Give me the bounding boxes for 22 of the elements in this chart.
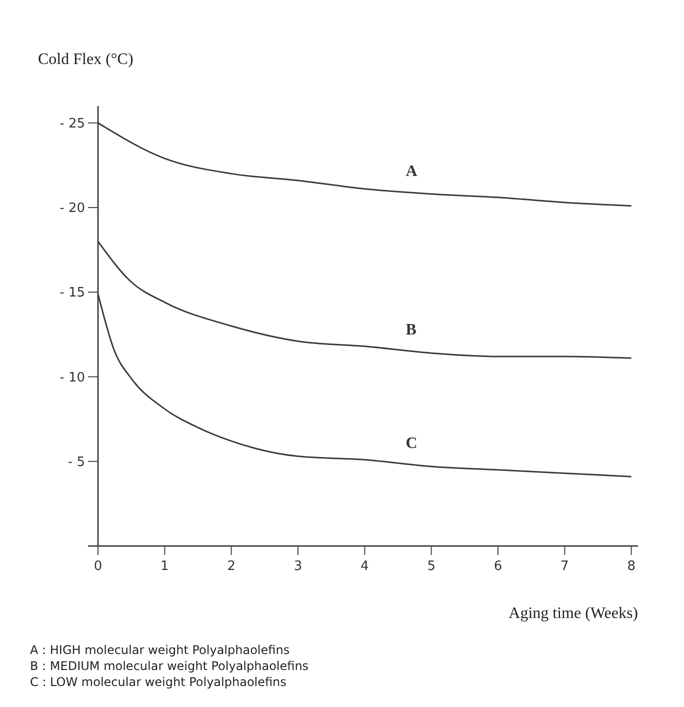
x-tick-label: 8 — [627, 559, 636, 574]
y-axis-title: Cold Flex (°C) — [38, 51, 134, 68]
y-tick-label: - 10 — [60, 370, 85, 386]
series-label: A — [406, 163, 418, 180]
text: A : HIGH molecular weight Polyalphaolefins — [30, 643, 290, 657]
x-axis-title: Aging time (Weeks) — [508, 605, 638, 622]
x-tick-label: 2 — [227, 559, 236, 574]
text: C : LOW molecular weight Polyalphaolefins — [30, 675, 286, 689]
y-tick-label: - 20 — [60, 201, 85, 216]
x-tick-label: 5 — [427, 559, 436, 574]
text: B : MEDIUM molecular weight Polyalphaolefins — [30, 659, 309, 673]
y-tick-label: - 25 — [60, 116, 85, 132]
x-tick-label: 4 — [360, 559, 369, 574]
y-tick-label: - 5 — [68, 454, 85, 470]
series-label: B — [406, 321, 417, 338]
x-tick-label: 6 — [494, 559, 502, 574]
y-tick-label: - 15 — [60, 286, 85, 301]
x-tick-label: 3 — [294, 559, 302, 574]
x-tick-label: 0 — [94, 559, 102, 574]
x-tick-label: 7 — [560, 559, 569, 574]
x-tick-label: 1 — [160, 559, 169, 574]
series-label: C — [406, 434, 418, 452]
